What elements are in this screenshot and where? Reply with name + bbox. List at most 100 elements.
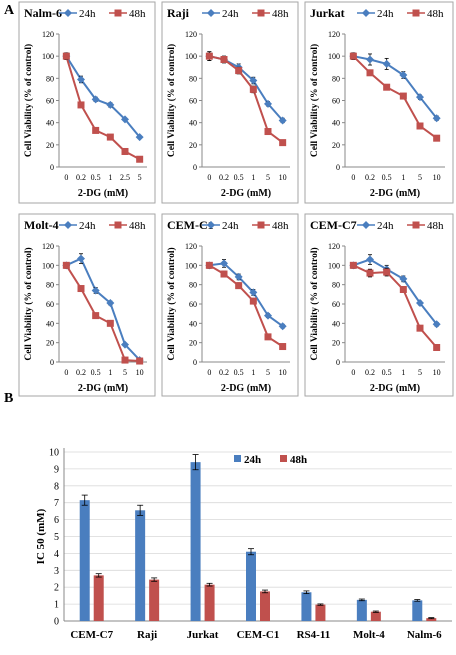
x-tick-label: 0.2 [365, 368, 375, 377]
x-tick-label: 1 [108, 173, 112, 182]
data-point-24h [416, 93, 424, 102]
x-tick-label: 0.5 [382, 173, 392, 182]
data-point-24h [121, 115, 129, 124]
x-tick-label: 0 [207, 368, 211, 377]
y-tick-label: 120 [42, 30, 54, 39]
data-point-48h [399, 286, 407, 293]
data-point-48h [383, 268, 391, 276]
y-tick-label: 20 [332, 141, 340, 150]
data-point-48h [77, 285, 85, 293]
y-tick-label: 60 [189, 97, 197, 106]
x-tick-label: CEM-C7 [70, 629, 113, 641]
x-tick-label: 0 [351, 173, 355, 182]
bar-48h [93, 575, 104, 621]
data-point-24h [264, 311, 272, 320]
y-tick-label: 100 [328, 261, 340, 270]
data-point-24h [249, 288, 258, 297]
y-tick-label: 80 [189, 74, 197, 83]
bar-48h [204, 584, 215, 621]
chart-title: Jurkat [310, 6, 345, 20]
data-point-48h [62, 261, 70, 269]
x-tick-label: 0.5 [91, 173, 101, 182]
x-tick-label: Jurkat [187, 629, 219, 641]
x-axis-label: 2-DG (mM) [221, 188, 271, 199]
y-tick-label: 100 [328, 52, 340, 61]
line-chart-3: Jurkat 24h 48h 0 20 40 60 80 100 120 0 0.2 0.5 1 5 10 2-… [304, 1, 454, 204]
y-tick-label: 0 [50, 163, 54, 172]
data-point-24h [91, 286, 100, 295]
legend-marker-48h [412, 9, 420, 17]
y-tick-label: 40 [332, 319, 340, 328]
bar-48h [260, 591, 270, 621]
data-point-48h [106, 319, 114, 327]
data-point-24h [416, 299, 424, 308]
x-tick-label: 10 [136, 368, 144, 377]
data-point-48h [366, 69, 374, 77]
data-point-48h [106, 133, 114, 141]
y-axis-label: Cell Viability (% of control) [23, 247, 34, 360]
data-point-48h [136, 155, 144, 163]
y-tick-label: 120 [42, 242, 54, 251]
legend-swatch-24h [234, 455, 241, 462]
data-point-48h [205, 52, 213, 60]
series-line-24h [65, 55, 141, 138]
data-point-48h [416, 324, 424, 332]
x-axis-label: 2-DG (mM) [78, 383, 128, 394]
legend-marker-24h [64, 221, 72, 229]
y-tick-label: 0 [54, 617, 59, 628]
chart-title: Molt-4 [24, 218, 59, 232]
bar-24h [301, 592, 312, 621]
y-tick-label: 2 [54, 583, 59, 594]
legend-label: 48h [272, 8, 289, 20]
data-point-48h [220, 55, 228, 63]
x-tick-label: Molt-4 [353, 629, 385, 641]
x-tick-label: 5 [138, 173, 142, 182]
y-axis-label: Cell Viability (% of control) [309, 247, 320, 360]
x-tick-label: 1 [401, 368, 405, 377]
x-axis-label: 2-DG (mM) [221, 383, 271, 394]
y-tick-label: 0 [50, 358, 54, 367]
legend-marker-48h [257, 221, 265, 229]
chart-title: CEM-C7 [310, 218, 357, 232]
x-tick-label: CEM-C1 [237, 629, 280, 641]
x-tick-label: 0.2 [219, 173, 229, 182]
legend-label: 24h [244, 454, 261, 466]
data-point-24h [121, 340, 129, 349]
y-tick-label: 120 [185, 242, 197, 251]
data-point-24h [77, 254, 85, 263]
y-tick-label: 20 [189, 141, 197, 150]
x-tick-label: 0.2 [365, 173, 375, 182]
data-point-24h [382, 59, 391, 68]
data-point-48h [92, 126, 100, 134]
x-tick-label: 5 [418, 173, 422, 182]
y-axis-label: Cell Viability (% of control) [23, 44, 34, 157]
data-point-24h [399, 71, 408, 80]
y-tick-label: 6 [54, 515, 59, 526]
bar-24h [246, 551, 256, 621]
data-point-24h [366, 55, 374, 64]
data-point-24h [278, 322, 287, 331]
y-tick-label: 0 [193, 358, 197, 367]
line-chart-5: CEM-C1 24h 48h 0 20 40 60 80 100 120 0 0.2 0.5 1 5 10 2-… [161, 213, 299, 397]
x-tick-label: 5 [418, 368, 422, 377]
bar-24h [79, 500, 90, 621]
y-tick-label: 40 [332, 119, 340, 128]
line-chart-6: CEM-C7 24h 48h 0 20 40 60 80 100 120 0 0.2 0.5 1 5 10 2-… [304, 213, 454, 397]
y-tick-label: 120 [185, 30, 197, 39]
line-chart-4: Molt-4 24h 48h 0 20 40 60 80 100 120 0 0.2 0.5 1 5 10 2-… [18, 213, 156, 397]
line-chart-1: Nalm-6 24h 48h 0 20 40 60 80 100 120 0 0.2 0.5 1 2.5 5 2… [18, 1, 156, 204]
data-point-48h [366, 269, 374, 277]
y-tick-label: 80 [332, 281, 340, 290]
y-tick-label: 120 [328, 30, 340, 39]
y-tick-label: 80 [332, 74, 340, 83]
data-point-48h [349, 261, 357, 269]
y-tick-label: 20 [46, 141, 54, 150]
y-tick-label: 20 [332, 339, 340, 348]
chart-frame [161, 213, 299, 397]
data-point-48h [62, 52, 70, 60]
bar-24h [356, 599, 367, 621]
y-tick-label: 100 [42, 261, 54, 270]
y-tick-label: 9 [54, 464, 59, 475]
